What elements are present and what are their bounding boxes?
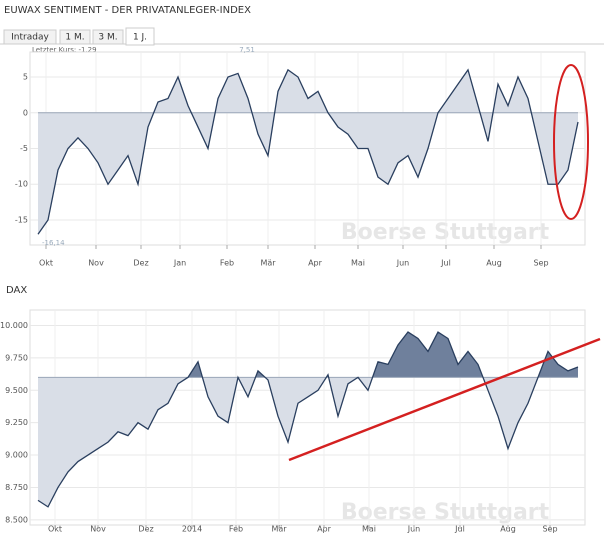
chart-2: Boerse Stuttgart 10.000 9.750 9.500 9.250 9.0… <box>0 309 586 534</box>
x-tick-label: Sep <box>533 259 548 268</box>
x-tick-label: Jul <box>440 259 451 268</box>
annotation: -16,14 <box>42 239 65 247</box>
tab-label[interactable]: 3 M. <box>98 33 117 43</box>
x-tick-label: Mär <box>260 259 276 268</box>
y-tick-label: 5 <box>23 73 28 82</box>
y-tick-label: 9.250 <box>5 418 28 427</box>
tab-label[interactable]: 1 J. <box>133 33 147 43</box>
x-tick-label: Dez <box>133 259 148 268</box>
y-tick-label: 10.000 <box>0 321 28 330</box>
y-tick-label: 8.750 <box>5 483 28 492</box>
line <box>37 331 579 508</box>
x-tick-label: Apr <box>308 259 323 268</box>
trend-line <box>288 337 601 462</box>
highlight-ellipse <box>553 64 589 220</box>
y-tick-label: -5 <box>20 144 28 153</box>
tab-active[interactable] <box>125 27 155 46</box>
chart-title: DAX <box>6 285 27 296</box>
x-tick-label: Jun <box>396 259 410 268</box>
y-tick-label: -15 <box>15 215 28 224</box>
tab[interactable] <box>92 29 124 45</box>
tabs: Intraday 1 M. 3 M. 1 J. <box>3 27 155 46</box>
tab-label[interactable]: Intraday <box>11 33 49 43</box>
watermark: Boerse Stuttgart <box>341 220 550 245</box>
x-tick-label: Mai <box>351 259 365 268</box>
y-tick-label: 9.750 <box>5 353 28 362</box>
area-above <box>38 332 578 378</box>
tab[interactable] <box>59 29 91 45</box>
y-tick-label: 9.500 <box>5 386 28 395</box>
x-tick-label: Okt <box>39 259 53 268</box>
x-tick-label: Jan <box>173 259 186 268</box>
page-title: EUWAX SENTIMENT - DER PRIVATANLEGER-INDE… <box>4 5 251 16</box>
x-tick-label: Aug <box>486 259 502 268</box>
x-tick-label: Nov <box>88 259 104 268</box>
chart-1: Boerse Stuttgart 5 0 -5 -10 -15 Okt Nov Dez Jan Fe… <box>15 46 586 268</box>
last-price: Letzter Kurs: -1,29 <box>32 46 97 54</box>
area-above <box>38 69 578 113</box>
y-tick-label: -10 <box>15 180 28 189</box>
line <box>37 68 579 235</box>
y-tick-label: 9.000 <box>5 451 28 460</box>
tab-label[interactable]: 1 M. <box>65 33 84 43</box>
tab[interactable] <box>3 29 57 45</box>
annotation: 7,51 <box>239 46 255 54</box>
y-tick-label: 8.500 <box>5 515 28 524</box>
y-tick-label: 0 <box>23 108 28 117</box>
area-below <box>38 112 578 235</box>
watermark: Boerse Stuttgart <box>341 500 550 525</box>
x-tick-label: Feb <box>220 259 234 268</box>
